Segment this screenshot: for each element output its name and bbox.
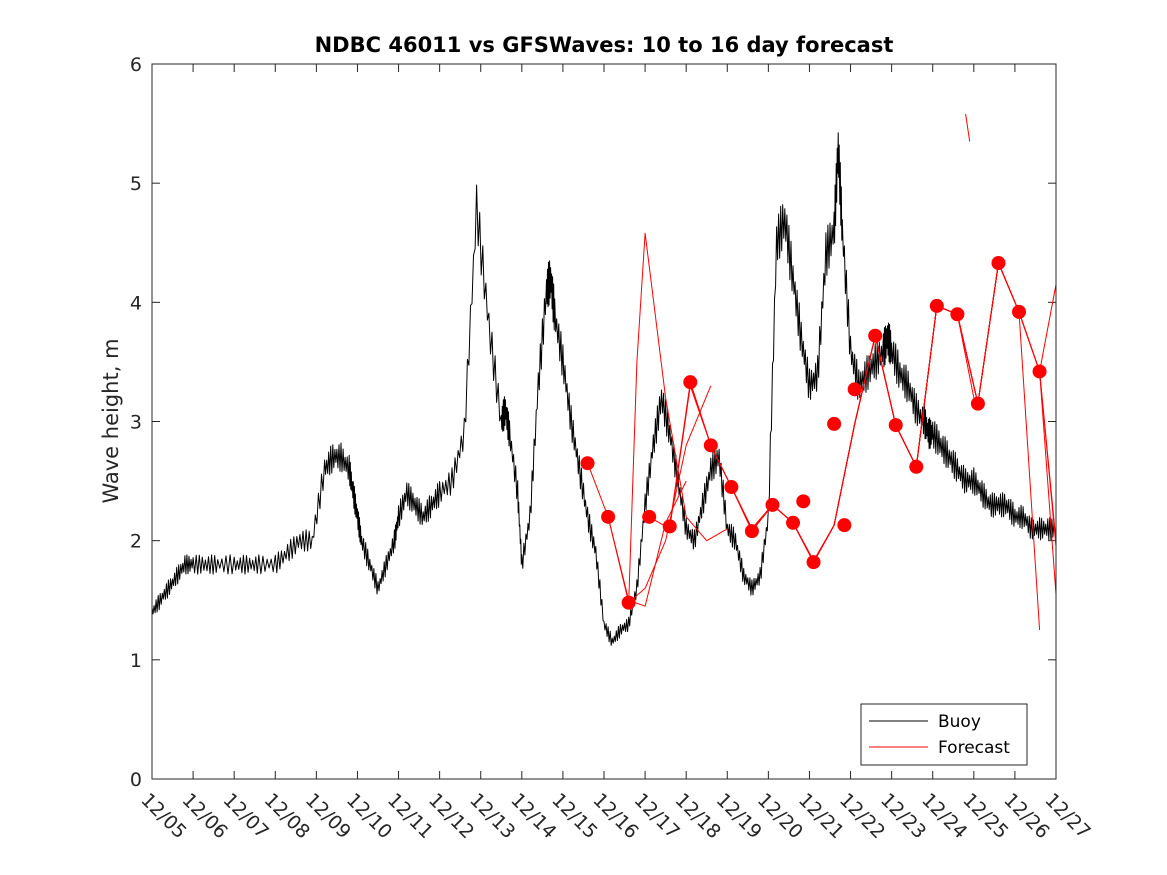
forecast-point — [683, 375, 698, 390]
y-tick-label: 6 — [130, 54, 142, 76]
forecast-point — [837, 518, 852, 533]
forecast-point — [1032, 364, 1047, 379]
forecast-point — [765, 497, 780, 512]
forecast-point — [950, 307, 965, 322]
forecast-point — [796, 494, 811, 509]
forecast-point — [806, 555, 821, 570]
forecast-point — [847, 382, 862, 397]
forecast-series-line — [607, 385, 712, 604]
forecast-point — [662, 519, 677, 534]
forecast-point — [642, 509, 657, 524]
axes-background — [152, 64, 1056, 779]
forecast-point — [970, 396, 985, 411]
forecast-point — [786, 515, 801, 530]
y-tick-label: 4 — [130, 292, 142, 314]
forecast-point — [929, 298, 944, 313]
forecast-point — [580, 456, 595, 471]
plot-area — [152, 113, 1056, 646]
forecast-point — [991, 256, 1006, 271]
forecast-point — [868, 328, 883, 343]
forecast-point — [744, 524, 759, 539]
y-tick-label: 0 — [130, 769, 142, 791]
axes-box — [151, 63, 1057, 780]
y-tick-label: 3 — [130, 412, 142, 434]
legend-buoy-label: Buoy — [938, 712, 981, 732]
forecast-series-line — [628, 232, 728, 603]
forecast-point — [703, 438, 718, 453]
legend-forecast-label: Forecast — [938, 738, 1010, 758]
legend: Buoy Forecast — [860, 703, 1028, 766]
legend-box — [860, 703, 1028, 766]
axis-ticks — [151, 63, 1057, 780]
forecast-point — [909, 459, 924, 474]
forecast-point — [601, 509, 616, 524]
forecast-series-line — [965, 113, 971, 142]
forecast-series-line — [587, 463, 687, 607]
y-axis-label: Wave height, m — [99, 338, 123, 503]
forecast-point — [827, 416, 842, 431]
y-tick-label: 1 — [130, 650, 142, 672]
forecast-point — [621, 595, 636, 610]
y-tick-label: 2 — [130, 531, 142, 553]
forecast-point — [1012, 304, 1027, 319]
chart-title: NDBC 46011 vs GFSWaves: 10 to 16 day for… — [315, 33, 894, 57]
forecast-point — [888, 418, 903, 433]
forecast-point — [724, 480, 739, 495]
y-tick-label: 5 — [130, 173, 142, 195]
